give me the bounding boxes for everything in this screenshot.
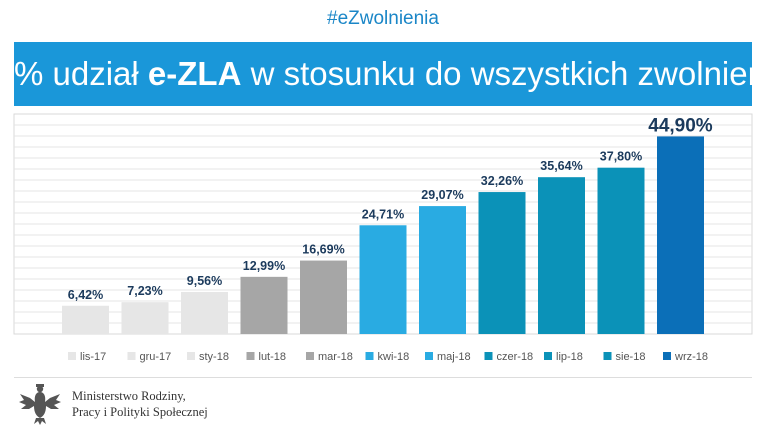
legend-swatch-sty-18 [187, 352, 195, 360]
legend-label-lis-17: lis-17 [80, 351, 106, 363]
data-label-gru-17: 7,23% [127, 284, 162, 298]
data-label-mar-18: 16,69% [302, 243, 344, 257]
legend-label-lip-18: lip-18 [556, 351, 583, 363]
legend-swatch-maj-18 [425, 352, 433, 360]
bar-sty-18 [181, 291, 228, 334]
legend-swatch-sie-18 [603, 352, 612, 360]
title-prefix: % udział [14, 55, 148, 92]
legend-label-lut-18: lut-18 [259, 351, 287, 363]
title-suffix: w stosunku do wszystkich zwolnień [241, 55, 752, 92]
legend-swatch-lis-17 [68, 352, 76, 360]
legend-label-gru-17: gru-17 [140, 351, 172, 363]
bar-czer-18 [478, 192, 526, 334]
ministry-name-line1: Ministerstwo Rodziny, [72, 389, 186, 403]
hashtag: #eZwolnienia [327, 8, 439, 29]
title-bold: e-ZLA [147, 55, 242, 92]
bar-mar-18 [300, 260, 347, 334]
data-label-czer-18: 32,26% [481, 174, 523, 188]
data-label-lip-18: 35,64% [540, 159, 582, 173]
bar-lut-18 [240, 276, 288, 334]
data-label-lut-18: 12,99% [243, 259, 285, 273]
data-label-sie-18: 37,80% [600, 150, 642, 164]
data-label-sty-18: 9,56% [187, 274, 222, 288]
legend-swatch-czer-18 [484, 352, 493, 360]
bar-chart: 6,42% 7,23% 9,56% 12,99% 16,69% 24,71% 29,07% 3… [13, 113, 753, 363]
bar-maj-18 [419, 206, 466, 334]
eagle-emblem-icon [19, 384, 61, 425]
bar-lis-17 [62, 305, 109, 334]
data-label-maj-18: 29,07% [421, 188, 463, 202]
bar-lip-18 [538, 177, 585, 334]
data-label-lis-17: 6,42% [68, 288, 103, 302]
legend-label-czer-18: czer-18 [497, 351, 534, 363]
legend-swatch-wrz-18 [663, 352, 671, 360]
legend-label-sty-18: sty-18 [199, 351, 229, 363]
chart-title-banner: % udział e-ZLA w stosunku do wszystkich … [14, 42, 752, 106]
bar-wrz-18 [657, 136, 704, 334]
bar-sie-18 [597, 167, 645, 334]
legend-label-maj-18: maj-18 [437, 351, 471, 363]
footer-divider [14, 377, 752, 378]
legend-swatch-lut-18 [246, 352, 255, 360]
legend-swatch-gru-17 [127, 352, 136, 360]
legend-label-sie-18: sie-18 [616, 351, 646, 363]
data-label-kwi-18: 24,71% [362, 207, 404, 221]
ministry-logo: Ministerstwo Rodziny, Pracy i Polityki S… [16, 382, 276, 428]
ministry-name-line2: Pracy i Polityki Społecznej [72, 405, 208, 419]
legend-label-kwi-18: kwi-18 [378, 351, 410, 363]
legend-swatch-mar-18 [306, 352, 314, 360]
legend-label-wrz-18: wrz-18 [674, 351, 708, 363]
bar-gru-17 [121, 302, 169, 334]
legend-label-mar-18: mar-18 [318, 351, 353, 363]
legend-swatch-lip-18 [544, 352, 552, 360]
legend-swatch-kwi-18 [365, 352, 374, 360]
data-label-wrz-18: 44,90% [648, 115, 713, 136]
bar-kwi-18 [359, 225, 407, 334]
